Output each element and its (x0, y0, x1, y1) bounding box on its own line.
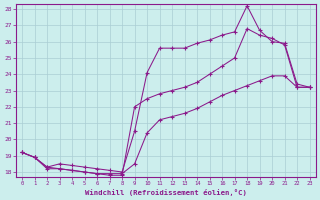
X-axis label: Windchill (Refroidissement éolien,°C): Windchill (Refroidissement éolien,°C) (85, 189, 247, 196)
